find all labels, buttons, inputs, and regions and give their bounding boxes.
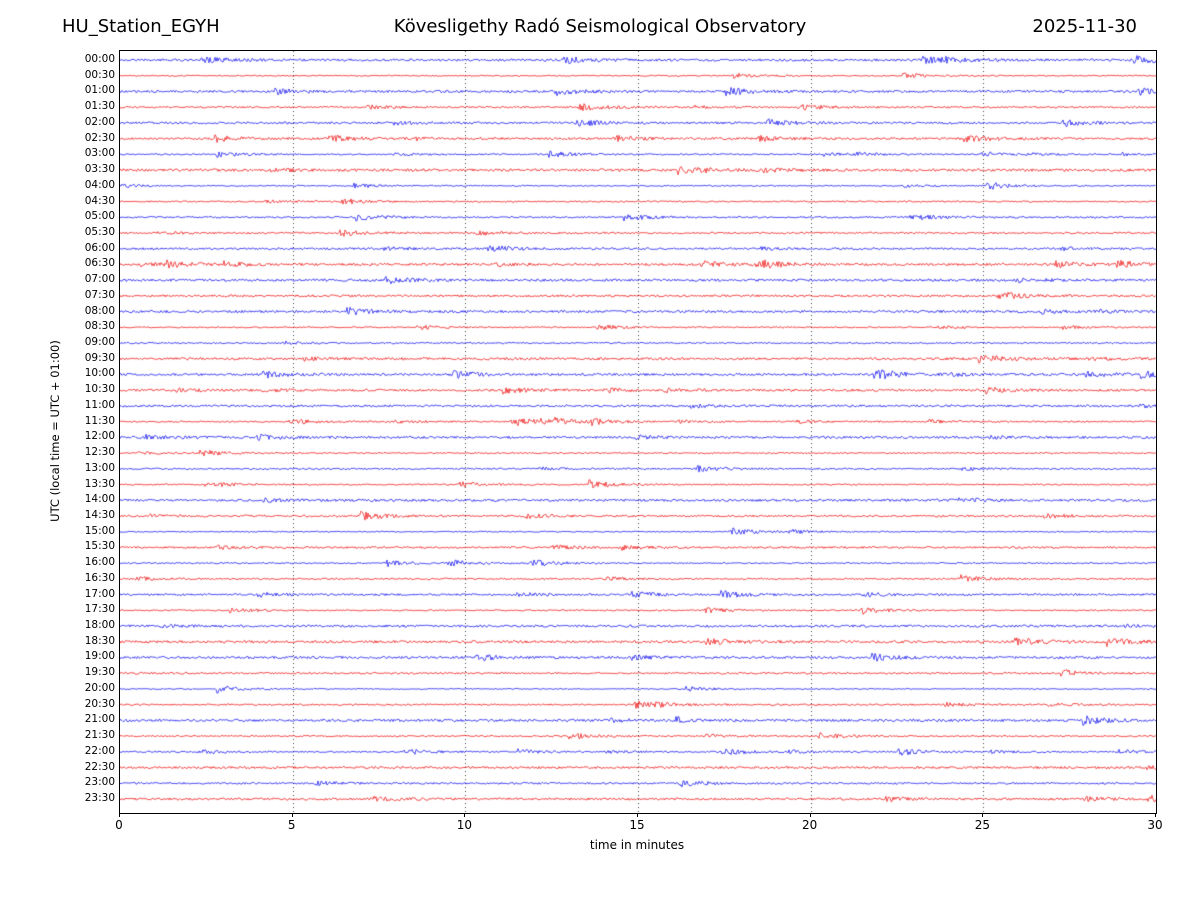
row-time-label: 15:00 bbox=[84, 524, 115, 537]
row-time-label: 20:00 bbox=[84, 681, 115, 694]
row-time-label: 04:00 bbox=[84, 178, 115, 191]
row-time-label: 01:30 bbox=[84, 100, 115, 113]
row-time-label: 12:30 bbox=[84, 446, 115, 459]
row-time-label: 13:30 bbox=[84, 477, 115, 490]
x-tick-mark bbox=[291, 813, 293, 817]
row-time-label: 15:30 bbox=[84, 540, 115, 553]
row-time-label: 22:00 bbox=[84, 744, 115, 757]
helicorder-plot-frame bbox=[119, 50, 1157, 814]
row-time-label: 17:30 bbox=[84, 603, 115, 616]
row-time-label: 21:30 bbox=[84, 729, 115, 742]
station-label: HU_Station_EGYH bbox=[62, 16, 220, 37]
row-time-label: 04:30 bbox=[84, 194, 115, 207]
row-time-label: 10:00 bbox=[84, 367, 115, 380]
x-tick-label: 30 bbox=[1147, 818, 1163, 832]
row-time-label: 11:00 bbox=[84, 398, 115, 411]
row-time-label: 20:30 bbox=[84, 697, 115, 710]
row-time-label: 14:30 bbox=[84, 508, 115, 521]
x-tick-label: 25 bbox=[974, 818, 990, 832]
x-tick-mark bbox=[809, 813, 811, 817]
row-time-label: 07:30 bbox=[84, 288, 115, 301]
x-axis-title: time in minutes bbox=[589, 838, 685, 852]
row-time-label: 21:00 bbox=[84, 713, 115, 726]
row-time-label: 03:30 bbox=[84, 163, 115, 176]
x-tick-mark bbox=[637, 813, 638, 817]
row-time-label: 06:30 bbox=[84, 257, 115, 270]
row-time-label: 02:00 bbox=[84, 115, 115, 128]
x-tick-label: 5 bbox=[287, 818, 296, 832]
row-time-label: 23:30 bbox=[84, 792, 115, 804]
row-time-label: 02:30 bbox=[84, 131, 115, 144]
row-time-label: 08:00 bbox=[84, 304, 115, 317]
row-time-label: 06:00 bbox=[84, 241, 115, 254]
date-label: 2025-11-30 bbox=[1032, 16, 1137, 37]
row-time-label: 12:00 bbox=[84, 430, 115, 443]
seismogram-traces-canvas bbox=[120, 51, 1156, 813]
x-tick-mark bbox=[119, 813, 120, 817]
row-time-label: 03:00 bbox=[84, 147, 115, 160]
row-time-label: 19:00 bbox=[84, 650, 115, 663]
x-tick-label: 10 bbox=[456, 818, 472, 832]
row-time-label: 18:30 bbox=[84, 634, 115, 647]
x-tick-label: 0 bbox=[115, 818, 123, 832]
row-time-label: 00:00 bbox=[84, 53, 115, 65]
row-time-label: 10:30 bbox=[84, 383, 115, 396]
x-tick-mark bbox=[1155, 813, 1156, 817]
observatory-title: Kövesligethy Radó Seismological Observat… bbox=[393, 16, 807, 37]
row-time-label: 16:00 bbox=[84, 556, 115, 569]
row-time-label: 07:00 bbox=[84, 273, 115, 286]
row-time-label: 18:00 bbox=[84, 619, 115, 632]
x-tick-mark bbox=[982, 813, 984, 817]
row-time-label: 14:00 bbox=[84, 493, 115, 506]
row-time-label: 17:00 bbox=[84, 587, 115, 600]
row-time-label: 05:00 bbox=[84, 210, 115, 223]
row-time-label: 09:30 bbox=[84, 351, 115, 364]
row-time-label: 16:30 bbox=[84, 571, 115, 584]
row-time-label: 09:00 bbox=[84, 336, 115, 349]
row-time-label: 22:30 bbox=[84, 760, 115, 773]
x-tick-mark bbox=[464, 813, 466, 817]
x-tick-label: 20 bbox=[802, 818, 818, 832]
row-time-label: 01:00 bbox=[84, 84, 115, 97]
row-time-label: 11:30 bbox=[84, 414, 115, 427]
row-time-label: 23:00 bbox=[84, 776, 115, 789]
row-time-label: 00:30 bbox=[84, 68, 115, 81]
row-time-label: 19:30 bbox=[84, 666, 115, 679]
x-tick-label: 15 bbox=[629, 818, 645, 832]
row-time-label: 13:00 bbox=[84, 461, 115, 474]
row-time-label: 08:30 bbox=[84, 320, 115, 333]
row-time-label: 05:30 bbox=[84, 225, 115, 238]
